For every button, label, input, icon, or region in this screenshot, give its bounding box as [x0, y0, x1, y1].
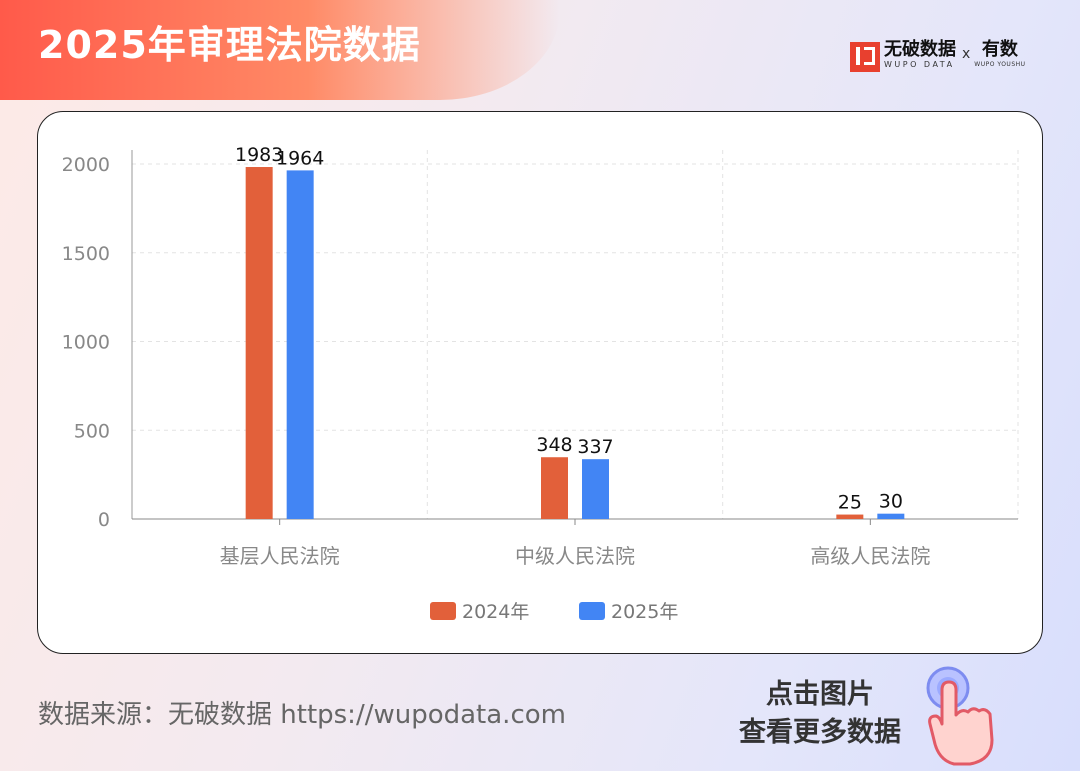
brand-logos[interactable]: 无破数据 WUPO DATA x 有数 WUPO YOUSHU	[850, 40, 1050, 80]
data-label: 348	[536, 434, 572, 456]
brand-subtitle: WUPO DATA	[884, 60, 955, 69]
title-banner: 2025年审理法院数据	[0, 0, 560, 100]
bar-2024年	[245, 167, 273, 519]
partner-name: 有数	[981, 39, 1018, 60]
data-label: 30	[879, 491, 903, 513]
y-tick-label: 1000	[62, 332, 110, 354]
page-title: 2025年审理法院数据	[38, 23, 421, 67]
data-source[interactable]: 数据来源：无破数据 https://wupodata.com	[38, 700, 566, 730]
pointing-hand-icon[interactable]	[918, 660, 1008, 770]
cta-text[interactable]: 点击图片 查看更多数据	[720, 676, 920, 752]
legend-label: 2024年	[462, 601, 529, 623]
bar-2024年	[836, 514, 864, 519]
bar-2025年	[582, 459, 609, 519]
bar-2024年	[541, 457, 568, 519]
y-tick-label: 500	[74, 420, 110, 442]
legend-swatch	[579, 602, 605, 620]
data-label: 25	[838, 492, 862, 514]
wupo-logo-icon	[850, 42, 880, 72]
brand-name: 无破数据	[884, 39, 956, 60]
brand-separator: x	[962, 46, 971, 62]
x-tick-label: 中级人民法院	[515, 544, 635, 568]
y-tick-label: 2000	[62, 154, 110, 176]
data-label: 1983	[235, 144, 283, 166]
cta-line-1: 点击图片	[766, 679, 874, 710]
partner-subtitle: WUPO YOUSHU	[974, 61, 1026, 68]
data-label: 337	[577, 436, 613, 458]
x-tick-label: 基层人民法院	[220, 544, 340, 568]
y-tick-label: 1500	[62, 243, 110, 265]
cta-line-2: 查看更多数据	[739, 717, 901, 748]
legend-label: 2025年	[611, 601, 678, 623]
x-tick-label: 高级人民法院	[810, 544, 930, 568]
data-label: 1964	[276, 147, 324, 169]
bar-2025年	[877, 513, 905, 519]
chart-card[interactable]: 0 500 1000 1500 2000 基层人民法院 1983 1964 中级人民法院 348 3…	[37, 111, 1043, 654]
legend-swatch	[430, 602, 456, 620]
bar-2025年	[286, 170, 314, 519]
y-tick-label: 0	[98, 509, 110, 531]
